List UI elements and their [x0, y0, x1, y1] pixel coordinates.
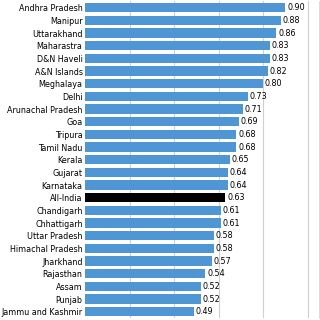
- Bar: [85, 193, 225, 202]
- Bar: [85, 16, 281, 25]
- Text: 0.68: 0.68: [238, 142, 256, 152]
- Bar: [85, 206, 221, 215]
- Bar: [85, 294, 201, 304]
- Text: 0.71: 0.71: [245, 105, 262, 114]
- Bar: [85, 79, 263, 88]
- Text: 0.57: 0.57: [214, 257, 231, 266]
- Text: 0.61: 0.61: [223, 219, 240, 228]
- Bar: [85, 105, 243, 114]
- Bar: [85, 155, 230, 164]
- Text: 0.54: 0.54: [207, 269, 225, 278]
- Text: 0.83: 0.83: [271, 54, 289, 63]
- Bar: [85, 244, 214, 253]
- Text: 0.63: 0.63: [227, 193, 244, 202]
- Bar: [85, 3, 285, 12]
- Bar: [85, 269, 205, 278]
- Text: 0.88: 0.88: [283, 16, 300, 25]
- Bar: [85, 28, 276, 38]
- Text: 0.86: 0.86: [278, 28, 296, 37]
- Bar: [85, 231, 214, 240]
- Text: 0.64: 0.64: [229, 180, 247, 189]
- Text: 0.90: 0.90: [287, 3, 305, 12]
- Text: 0.61: 0.61: [223, 206, 240, 215]
- Bar: [85, 257, 212, 266]
- Bar: [85, 117, 239, 126]
- Text: 0.69: 0.69: [240, 117, 258, 126]
- Bar: [85, 67, 268, 76]
- Bar: [85, 219, 221, 228]
- Text: 0.58: 0.58: [216, 231, 234, 240]
- Text: 0.52: 0.52: [203, 294, 220, 304]
- Bar: [85, 54, 270, 63]
- Text: 0.73: 0.73: [249, 92, 267, 101]
- Text: 0.52: 0.52: [203, 282, 220, 291]
- Text: 0.65: 0.65: [231, 155, 249, 164]
- Bar: [85, 282, 201, 291]
- Bar: [85, 180, 228, 190]
- Bar: [85, 92, 247, 101]
- Bar: [85, 142, 236, 152]
- Text: 0.64: 0.64: [229, 168, 247, 177]
- Text: 0.83: 0.83: [271, 41, 289, 50]
- Text: 0.49: 0.49: [196, 307, 213, 316]
- Text: 0.58: 0.58: [216, 244, 234, 253]
- Text: 0.68: 0.68: [238, 130, 256, 139]
- Text: 0.80: 0.80: [265, 79, 282, 88]
- Text: 0.82: 0.82: [269, 67, 287, 76]
- Bar: [85, 168, 228, 177]
- Bar: [85, 307, 194, 316]
- Bar: [85, 41, 270, 50]
- Bar: [85, 130, 236, 139]
